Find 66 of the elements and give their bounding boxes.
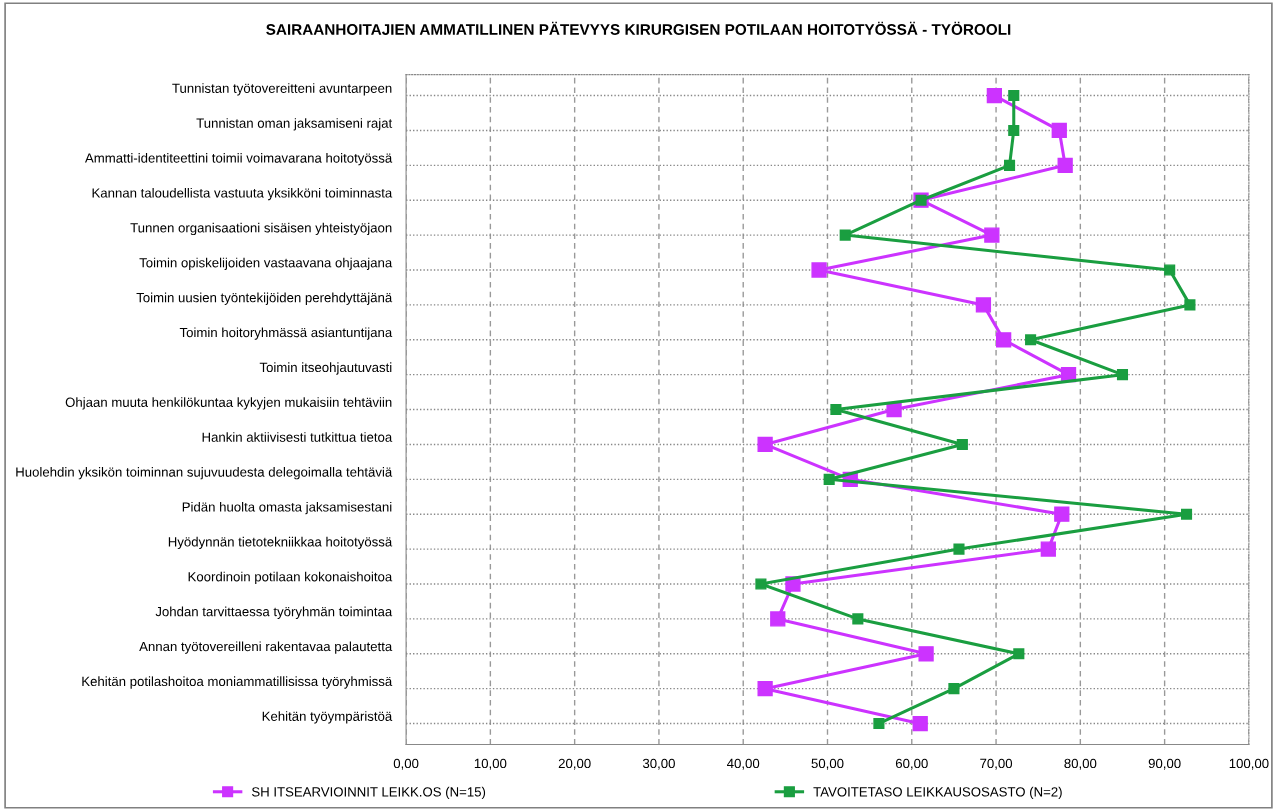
point (986, 87, 1003, 104)
y-tick-label: Huolehdin yksikön toiminnan sujuvuudesta delegoimalla tehtäviä (16, 467, 393, 480)
x-tick-label: 100,00 (1229, 758, 1269, 770)
point (1054, 506, 1070, 522)
y-tick-label: Toimin uusien työntekijöiden perehdyttäjänä (136, 292, 393, 305)
y-tick-label: Annan työtovereilleni rakentavaa palautetta (139, 641, 393, 654)
point (1057, 157, 1073, 173)
point (755, 578, 767, 590)
y-tick-label: Kehitän työympäristöä (262, 711, 393, 724)
point (953, 543, 965, 555)
point (1025, 334, 1037, 346)
y-tick-label: Tunnen organisaationi sisäisen yhteistyöjaon (130, 222, 392, 236)
point (823, 473, 835, 485)
y-tick-label: Ammatti-identiteettini toimii voimavarana hoitotyössä (84, 153, 393, 166)
point (1116, 369, 1129, 381)
point (852, 613, 864, 625)
point (975, 297, 992, 313)
point (1008, 124, 1020, 136)
point (839, 229, 851, 241)
y-tick-label: Hyödynnän tietotekniikkaa hoitotyössä (168, 536, 393, 550)
point (996, 332, 1012, 348)
point (1013, 648, 1025, 660)
point (811, 262, 827, 278)
y-tick-label: Tunnistan oman jaksamiseni rajat (196, 118, 393, 131)
y-tick-label: Koordinoin potilaan kokonaishoitoa (188, 571, 393, 584)
x-tick-label: 90,00 (1148, 758, 1181, 770)
point (956, 438, 968, 451)
point (770, 611, 786, 627)
x-tick-label: 50,00 (811, 758, 844, 770)
point (1184, 299, 1196, 311)
point (1051, 122, 1067, 139)
point (1003, 159, 1016, 171)
x-tick-label: 70,00 (980, 758, 1013, 770)
x-tick-label: 60,00 (895, 758, 928, 770)
y-tick-label: Pidän huolta omasta jaksamisestani (182, 501, 392, 515)
point (830, 403, 842, 416)
y-tick-label: Hankin aktiivisesti tutkittua tietoa (202, 432, 393, 442)
x-tick-label: 20,00 (558, 758, 591, 770)
point (984, 227, 1000, 243)
y-tick-label: Kannan taloudellista vastuuta yksikköni toiminnasta (92, 187, 393, 201)
point (757, 436, 773, 453)
x-tick-label: 80,00 (1064, 758, 1097, 770)
point (1164, 264, 1176, 276)
y-tick-label: Toimin hoitoryhmässä asiantuntijana (179, 327, 393, 340)
chart-title: SAIRAANHOITAJIEN AMMATILLINEN PÄTEVYYS KIRURGISEN POTILAAN HOITOTYÖSSÄ - TYÖROOLI (266, 21, 1011, 35)
point (912, 715, 928, 732)
legend-label: SH ITSEARVIOINNIT LEIKK.OS (N=15) (251, 786, 486, 800)
point (1008, 89, 1020, 102)
x-tick-label: 0,00 (393, 758, 419, 770)
y-tick-label: Kehitän potilashoitoa moniammatillisissa työryhmissä (82, 676, 393, 689)
y-tick-label: Ohjaan muuta henkilökuntaa kykyjen mukaisiin tehtäviin (65, 397, 392, 410)
point (948, 683, 960, 695)
y-tick-label: Tunnistan työtovereitteni avuntarpeen (172, 83, 392, 96)
point (918, 646, 934, 662)
point (1180, 508, 1193, 520)
y-tick-label: Johdan tarvittaessa työryhmän toimintaa (155, 606, 393, 619)
point (757, 681, 773, 697)
point (1040, 541, 1056, 557)
x-tick-label: 30,00 (642, 758, 675, 770)
point (886, 401, 902, 418)
x-tick-label: 10,00 (474, 758, 507, 770)
x-tick-label: 40,00 (727, 758, 760, 770)
point (873, 718, 885, 730)
legend-label: TAVOITETASO LEIKKAUSOSASTO (N=2) (813, 786, 1062, 800)
y-tick-label: Toimin opiskelijoiden vastaavana ohjaajana (139, 257, 393, 270)
y-tick-label: Toimin itseohjautuvasti (259, 362, 392, 375)
